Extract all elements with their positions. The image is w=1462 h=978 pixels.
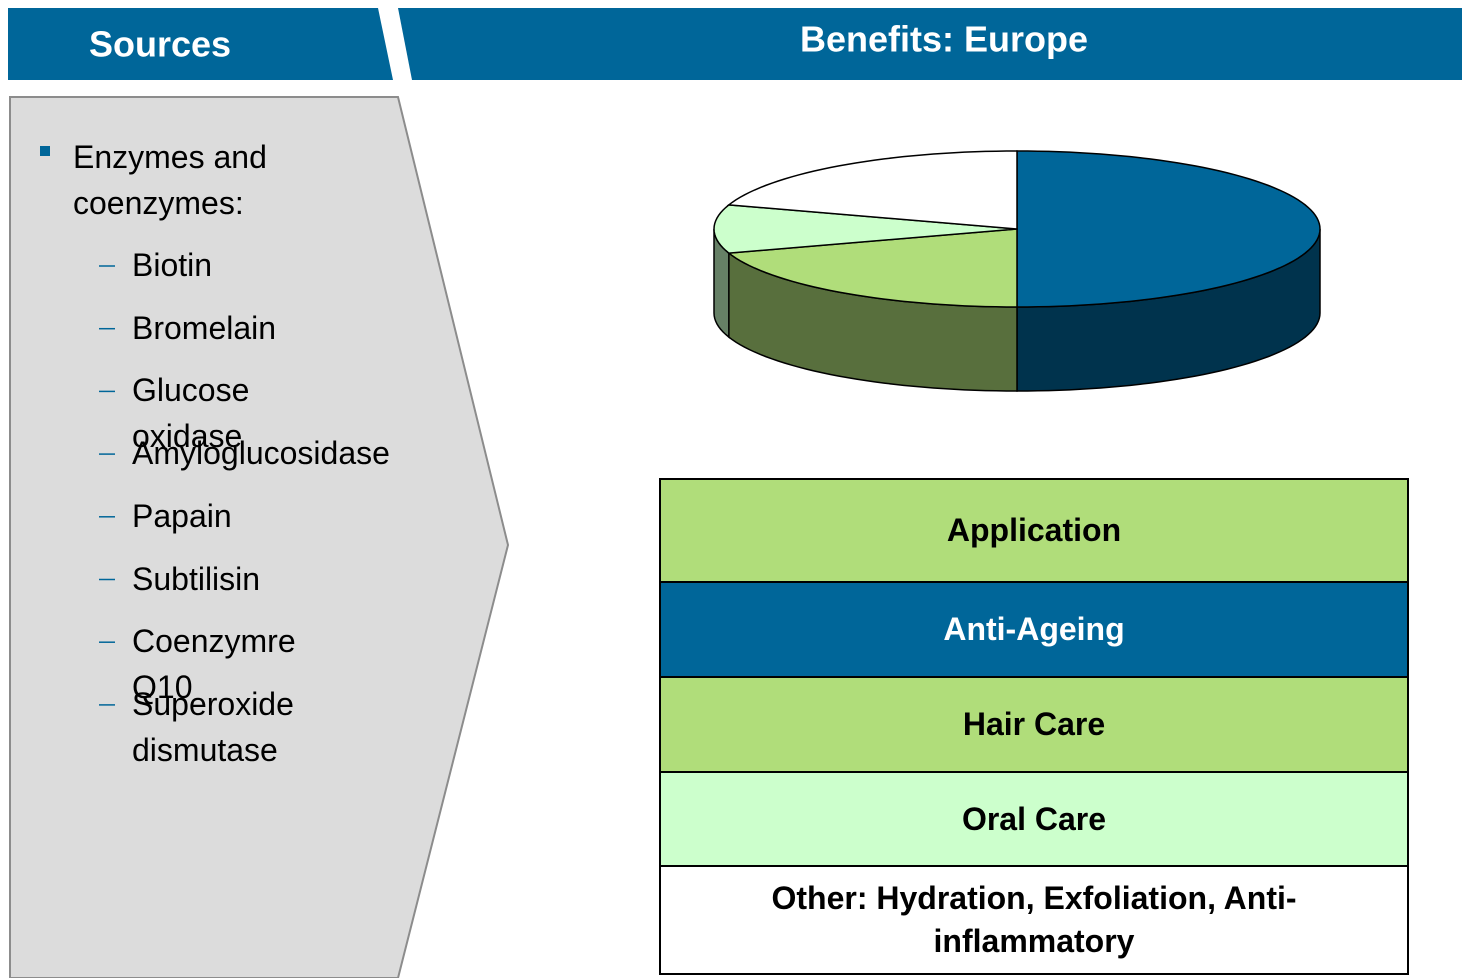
sub-item: Subtilisin xyxy=(132,560,261,597)
list-item: Enzymes and coenzymes: xyxy=(73,139,267,221)
sub-item: Glucose oxidase xyxy=(132,372,250,455)
pie xyxy=(713,150,1321,392)
chart-title: Benefits: Europe xyxy=(800,19,1088,60)
sub-item: Papain xyxy=(132,497,232,534)
sub-item: Amyloglucosidase xyxy=(132,435,390,472)
legend-entry: Oral Care xyxy=(659,773,1409,867)
sub-item: Coenzymre Q10 xyxy=(132,623,296,706)
pie-slice xyxy=(726,228,1018,308)
sources-panel xyxy=(9,96,510,978)
bullet xyxy=(40,146,50,156)
legend-entry: Anti-Ageing xyxy=(659,583,1409,678)
sources-title: Sources xyxy=(89,24,231,65)
sub-item: Bromelain xyxy=(132,309,277,346)
pie-slice xyxy=(726,150,1018,230)
legend-entry: Hair Care xyxy=(659,678,1409,773)
pie-slice xyxy=(713,204,1018,254)
legend-entry: Other: Hydration, Exfoliation, Anti-infl… xyxy=(659,867,1409,975)
sub-item: Biotin xyxy=(132,247,213,283)
pie-slice xyxy=(1016,150,1321,308)
sub-item: Superoxide dismutase xyxy=(132,685,294,768)
sources-tab xyxy=(8,8,393,80)
benefits-tab xyxy=(398,8,1462,80)
legend-title: Application xyxy=(659,478,1409,583)
